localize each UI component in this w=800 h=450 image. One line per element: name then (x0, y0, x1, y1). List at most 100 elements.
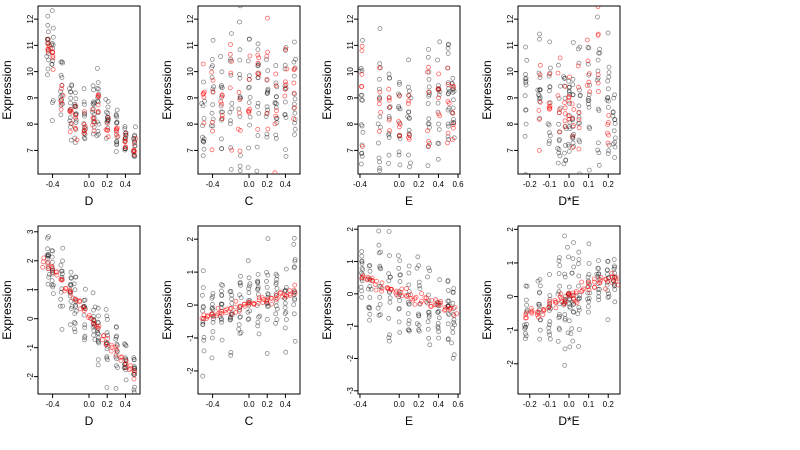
fitted-point (436, 111, 442, 117)
fitted-point (292, 66, 297, 72)
observed-point (292, 126, 298, 132)
observed-point (556, 147, 562, 152)
observed-point (245, 317, 251, 322)
observed-point (416, 311, 421, 317)
observed-point (570, 135, 576, 141)
observed-point (82, 322, 88, 328)
observed-point (386, 271, 392, 277)
observed-point (537, 327, 543, 333)
fitted-point (386, 117, 392, 123)
observed-point (408, 160, 413, 166)
fitted-point (41, 255, 47, 261)
observed-point (586, 167, 592, 173)
observed-point (445, 107, 451, 113)
y-tick-label: 11 (346, 41, 355, 50)
observed-point (565, 244, 570, 250)
observed-point (219, 85, 225, 91)
observed-point (292, 264, 297, 270)
fitted-point (255, 71, 261, 76)
observed-point (427, 268, 433, 274)
observed-point (82, 111, 87, 117)
observed-point (255, 280, 261, 286)
observed-point (94, 133, 100, 139)
observed-point (426, 314, 432, 320)
observed-point (523, 78, 529, 84)
fitted-point (88, 315, 93, 321)
observed-point (606, 86, 611, 92)
observed-point (547, 293, 553, 298)
observed-point (236, 322, 242, 328)
observed-point (605, 258, 611, 264)
observed-point (387, 75, 392, 81)
observed-point (426, 92, 432, 97)
observed-point (114, 120, 120, 126)
observed-point (50, 25, 56, 31)
observed-point (95, 362, 101, 368)
observed-point (555, 145, 561, 151)
fitted-point (227, 51, 233, 57)
observed-point (523, 82, 529, 88)
fitted-point (436, 71, 442, 77)
observed-point (265, 68, 271, 73)
fitted-point (201, 89, 207, 95)
fitted-point (67, 109, 73, 114)
observed-point (131, 389, 137, 394)
x-tick-label: 0.1 (583, 180, 595, 189)
observed-point (283, 115, 289, 120)
observed-point (72, 329, 78, 335)
observed-point (218, 84, 224, 90)
observed-point (229, 182, 233, 186)
observed-point (228, 317, 234, 323)
fitted-point (81, 130, 87, 136)
fitted-point (104, 342, 109, 347)
observed-point (604, 97, 610, 103)
fitted-point (386, 95, 392, 100)
x-axis-label: C (245, 194, 254, 208)
observed-point (522, 133, 528, 139)
observed-point (238, 282, 244, 288)
observed-point (605, 317, 611, 323)
observed-point (522, 76, 528, 82)
observed-point (45, 66, 51, 72)
observed-point (113, 334, 119, 340)
fitted-point (215, 305, 221, 311)
observed-point (49, 254, 55, 260)
observed-point (611, 257, 617, 262)
observed-point (557, 137, 562, 142)
observed-point (68, 298, 74, 304)
fitted-point (591, 276, 597, 282)
observed-point (547, 88, 552, 94)
observed-point (255, 271, 261, 277)
observed-point (596, 108, 602, 113)
observed-point (274, 306, 280, 312)
observed-point (95, 80, 101, 85)
observed-point (556, 96, 562, 101)
observed-point (445, 134, 451, 140)
fitted-point (379, 288, 385, 294)
observed-point (264, 91, 270, 96)
fitted-point (246, 77, 252, 82)
fitted-point (223, 310, 229, 316)
fitted-point (90, 115, 96, 120)
fitted-point (269, 301, 275, 307)
fitted-point (566, 94, 571, 100)
observed-point (611, 95, 617, 101)
observed-point (82, 325, 88, 331)
observed-point (425, 163, 431, 169)
observed-point (425, 319, 431, 325)
observed-point (219, 292, 225, 298)
observed-point (210, 329, 216, 335)
x-tick-label: 0.0 (394, 180, 406, 189)
observed-point (375, 140, 381, 146)
observed-point (612, 283, 617, 289)
observed-point (366, 305, 372, 311)
observed-point (524, 307, 530, 313)
fitted-point (606, 113, 612, 118)
observed-point (219, 146, 225, 152)
observed-point (537, 290, 542, 296)
observed-point (377, 312, 383, 318)
observed-point (105, 104, 111, 110)
observed-point (523, 172, 529, 174)
observed-point (229, 300, 235, 306)
observed-point (416, 283, 422, 289)
